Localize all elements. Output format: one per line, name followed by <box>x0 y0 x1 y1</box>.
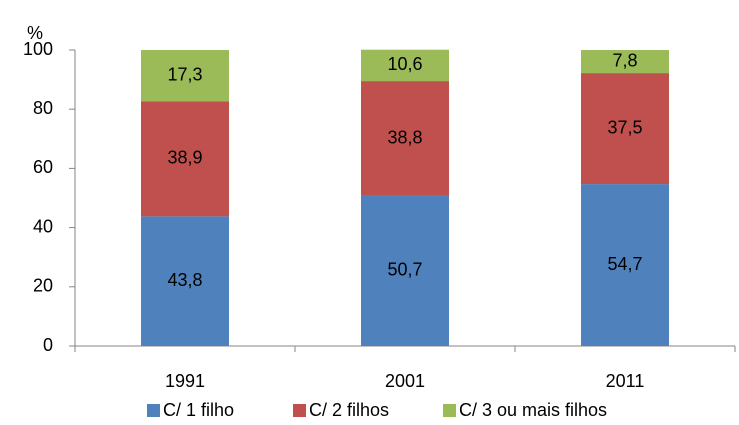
y-tick-label: 40 <box>33 216 53 236</box>
data-label: 10,6 <box>387 54 422 74</box>
data-label: 54,7 <box>607 254 642 274</box>
bar-segment <box>581 184 669 346</box>
y-tick-label: 100 <box>23 39 53 59</box>
y-tick-label: 0 <box>43 335 53 355</box>
bar-segment <box>361 49 449 82</box>
data-label: 50,7 <box>387 260 422 280</box>
legend-swatch <box>293 404 306 417</box>
bar-segment <box>361 81 449 196</box>
y-tick-label: 20 <box>33 276 53 296</box>
legend-swatch <box>147 404 160 417</box>
data-label: 37,5 <box>607 117 642 137</box>
data-label: 43,8 <box>167 270 202 290</box>
y-tick-label: 60 <box>33 157 53 177</box>
data-label: 38,8 <box>387 127 422 147</box>
bar-segment <box>581 73 669 185</box>
bar-segment <box>141 216 229 346</box>
y-tick-label: 80 <box>33 98 53 118</box>
data-label: 17,3 <box>167 64 202 84</box>
legend-label: C/ 3 ou mais filhos <box>459 400 607 420</box>
legend-label: C/ 1 filho <box>163 400 234 420</box>
y-axis-label: % <box>27 23 43 43</box>
bar-segment <box>581 50 669 74</box>
x-tick-label: 1991 <box>165 371 205 391</box>
bar-segment <box>141 50 229 102</box>
legend-swatch <box>443 404 456 417</box>
bar-segment <box>361 195 449 346</box>
legend-label: C/ 2 filhos <box>309 400 389 420</box>
data-label: 38,9 <box>167 148 202 168</box>
data-label: 7,8 <box>612 50 637 70</box>
x-tick-label: 2001 <box>385 371 425 391</box>
bar-segment <box>141 101 229 217</box>
x-tick-label: 2011 <box>606 371 645 391</box>
